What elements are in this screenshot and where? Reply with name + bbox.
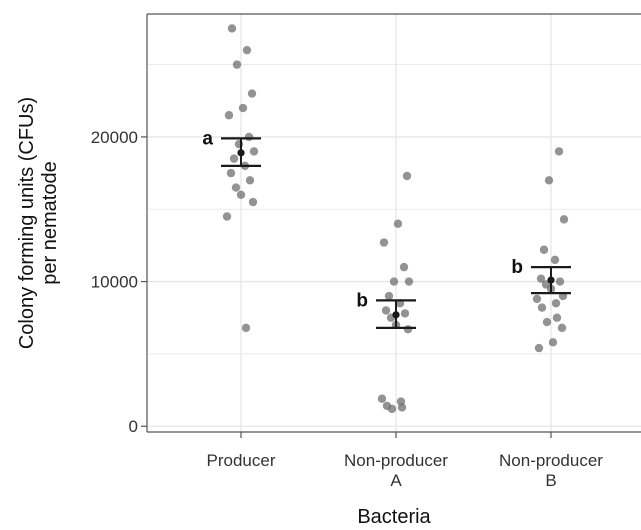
data-point — [551, 299, 561, 308]
data-point — [377, 394, 387, 403]
significance-letter: b — [356, 290, 368, 311]
mean-error-bars: a b b — [202, 128, 571, 329]
data-point — [247, 89, 257, 98]
data-point — [555, 277, 565, 286]
data-point — [238, 103, 248, 113]
data-point — [554, 147, 564, 156]
data-point — [550, 255, 560, 265]
y-axis-title-line-1: Colony forming units (CFUs) — [16, 97, 38, 349]
data-point — [537, 303, 547, 312]
data-point — [552, 313, 562, 322]
x-tick-label: B — [545, 471, 556, 490]
data-point — [544, 176, 554, 185]
data-point — [232, 60, 242, 69]
data-point — [227, 24, 237, 33]
data-point — [222, 212, 232, 221]
x-tick-label: Non-producer — [499, 451, 603, 470]
y-tick-label: 0 — [129, 417, 138, 436]
data-point — [244, 132, 254, 142]
data-point — [542, 317, 552, 327]
data-point — [245, 176, 255, 185]
data-point — [536, 274, 546, 283]
data-point — [389, 277, 399, 286]
data-point — [387, 404, 397, 414]
data-point — [403, 325, 413, 334]
x-tick-label: Producer — [207, 451, 276, 470]
data-point — [242, 45, 252, 55]
data-point — [248, 197, 258, 207]
data-points — [222, 24, 569, 414]
significance-letter: a — [202, 128, 213, 149]
data-point — [399, 262, 409, 272]
x-tick-label: A — [390, 471, 402, 490]
data-point — [381, 306, 391, 315]
data-point — [404, 277, 414, 286]
x-axis-title: Bacteria — [357, 506, 431, 528]
axes — [141, 13, 641, 438]
data-point — [229, 154, 239, 163]
data-point — [548, 338, 558, 347]
data-point — [402, 171, 412, 181]
data-point — [241, 323, 251, 333]
data-point — [539, 245, 549, 254]
data-point — [534, 343, 544, 353]
mean-point — [237, 149, 245, 157]
significance-letter: b — [511, 257, 523, 278]
data-point — [393, 219, 403, 228]
data-point — [400, 309, 410, 318]
data-point — [557, 323, 567, 333]
y-tick-label: 20000 — [91, 128, 138, 147]
y-axis-title: Colony forming units (CFUs)per nematode — [16, 97, 61, 349]
y-axis-title-line-2: per nematode — [39, 161, 61, 284]
mean-point — [392, 311, 400, 319]
mean-point — [547, 276, 555, 284]
data-point — [532, 294, 542, 304]
data-point — [379, 238, 389, 247]
data-point — [397, 403, 407, 412]
data-point — [249, 147, 259, 156]
data-point — [224, 111, 234, 120]
data-point — [231, 183, 241, 192]
y-tick-label: 10000 — [91, 273, 138, 292]
x-tick-label: Non-producer — [344, 451, 448, 470]
data-point — [226, 168, 236, 178]
data-point — [559, 215, 569, 224]
data-point — [384, 291, 394, 301]
data-point — [236, 190, 246, 199]
